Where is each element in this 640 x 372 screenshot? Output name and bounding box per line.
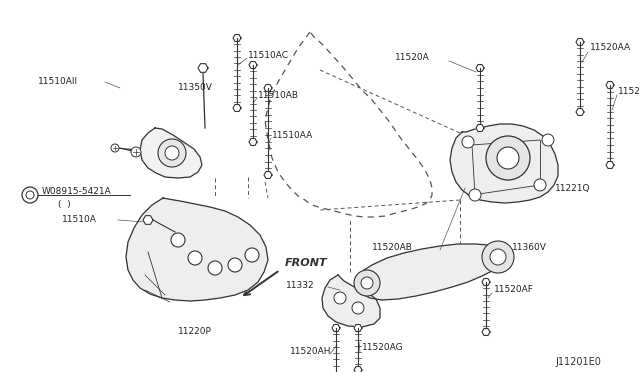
Polygon shape [358, 244, 506, 300]
Polygon shape [476, 125, 484, 131]
Polygon shape [354, 366, 362, 372]
Circle shape [188, 251, 202, 265]
Circle shape [111, 144, 119, 152]
Text: FRONT: FRONT [285, 258, 328, 268]
Text: (  ): ( ) [58, 201, 71, 209]
Text: 11332: 11332 [286, 280, 315, 289]
Polygon shape [233, 35, 241, 41]
Text: J11201E0: J11201E0 [555, 357, 601, 367]
Polygon shape [126, 198, 268, 301]
Polygon shape [576, 109, 584, 115]
Text: 11520A: 11520A [395, 54, 429, 62]
Text: 11520AB: 11520AB [372, 244, 413, 253]
Polygon shape [143, 216, 153, 224]
Polygon shape [606, 81, 614, 89]
Circle shape [245, 248, 259, 262]
Polygon shape [576, 39, 584, 45]
Text: 11221Q: 11221Q [555, 183, 591, 192]
Circle shape [354, 270, 380, 296]
Circle shape [228, 258, 242, 272]
Text: 11520AH: 11520AH [290, 347, 332, 356]
Polygon shape [606, 161, 614, 169]
Polygon shape [476, 64, 484, 71]
Circle shape [208, 261, 222, 275]
Circle shape [534, 179, 546, 191]
Circle shape [165, 146, 179, 160]
Circle shape [542, 134, 554, 146]
Polygon shape [482, 279, 490, 285]
Circle shape [171, 233, 185, 247]
Polygon shape [450, 124, 558, 203]
Text: W08915-5421A: W08915-5421A [42, 187, 112, 196]
Circle shape [490, 249, 506, 265]
Polygon shape [249, 138, 257, 145]
Polygon shape [233, 105, 241, 112]
Circle shape [486, 136, 530, 180]
Text: 11520AF: 11520AF [494, 285, 534, 295]
Text: 11510AB: 11510AB [258, 90, 299, 99]
Polygon shape [264, 171, 272, 179]
Circle shape [482, 241, 514, 273]
Polygon shape [198, 64, 208, 72]
Text: 11510AA: 11510AA [272, 131, 313, 140]
Text: 11510AII: 11510AII [38, 77, 78, 87]
Circle shape [158, 139, 186, 167]
Text: 11520AA: 11520AA [590, 44, 631, 52]
Text: 11360V: 11360V [512, 244, 547, 253]
Circle shape [352, 302, 364, 314]
Text: 11520AB: 11520AB [618, 87, 640, 96]
Polygon shape [322, 275, 380, 327]
Text: 11510AC: 11510AC [248, 51, 289, 60]
Circle shape [469, 189, 481, 201]
Text: 11220P: 11220P [178, 327, 212, 337]
Circle shape [334, 292, 346, 304]
Polygon shape [140, 128, 202, 178]
Polygon shape [264, 84, 272, 92]
Circle shape [131, 147, 141, 157]
Text: 11520AG: 11520AG [362, 343, 404, 353]
Text: 11350V: 11350V [178, 83, 213, 93]
Circle shape [462, 136, 474, 148]
Circle shape [361, 277, 373, 289]
Polygon shape [332, 324, 340, 331]
Polygon shape [482, 328, 490, 336]
Text: 11510A: 11510A [62, 215, 97, 224]
Circle shape [497, 147, 519, 169]
Polygon shape [249, 61, 257, 68]
Polygon shape [354, 324, 362, 331]
